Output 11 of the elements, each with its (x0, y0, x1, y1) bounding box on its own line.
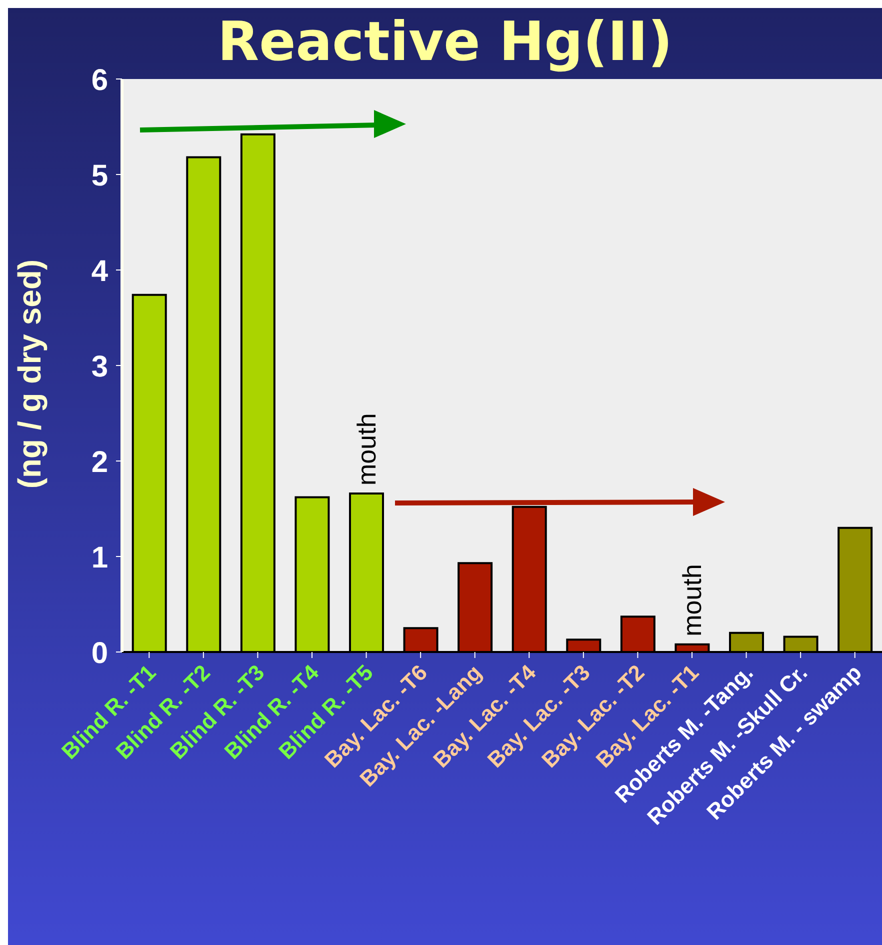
y-tick-label: 1 (91, 542, 108, 574)
y-tick-label: 3 (91, 350, 108, 384)
y-tick-label: 4 (91, 255, 108, 288)
chart-title: Reactive Hg(II) (218, 10, 672, 73)
annotation: mouth (677, 564, 707, 636)
y-tick-label: 5 (91, 160, 108, 192)
y-tick-label: 2 (91, 446, 108, 479)
y-axis-title: (ng / g dry sed) (12, 259, 48, 489)
y-tick-label: 0 (91, 637, 108, 670)
y-tick-label: 6 (91, 64, 108, 97)
annotation: mouth (351, 413, 382, 486)
